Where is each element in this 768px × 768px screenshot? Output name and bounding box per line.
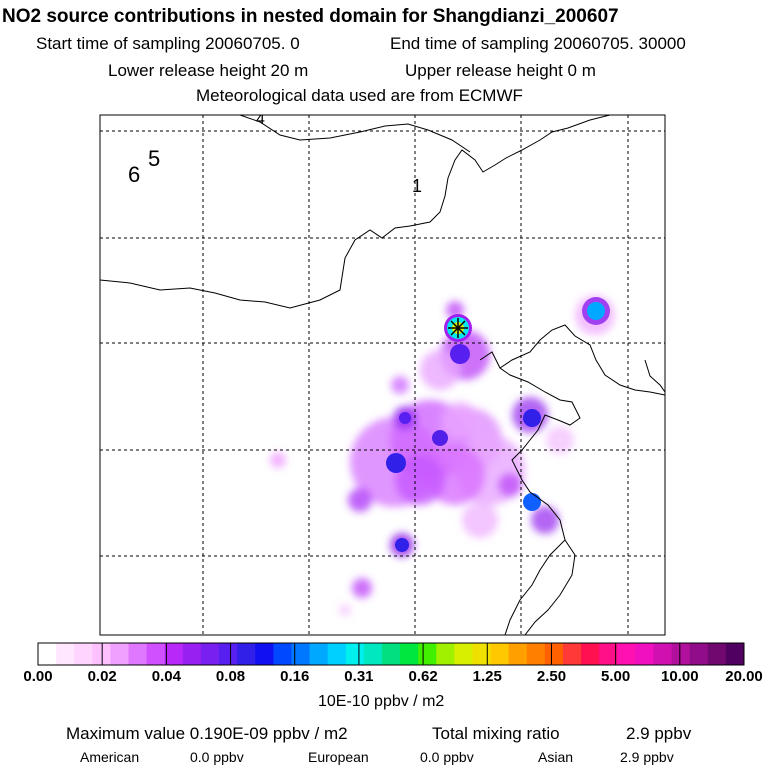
colorbar-tick-label: 1.25 [472, 668, 502, 685]
colorbar-cell [128, 643, 148, 665]
colorbar-cell [92, 643, 111, 665]
colorbar-cell [653, 643, 673, 665]
colorbar-cell [363, 643, 383, 665]
colorbar-cell [725, 643, 745, 665]
colorbar-tick-label: 0.00 [23, 668, 53, 685]
start-time-label: Start time of sampling 20060705. 0 [36, 34, 300, 53]
colorbar-cell [418, 643, 437, 665]
plume-blob [352, 578, 372, 598]
plume-core [587, 302, 605, 320]
asian-value: 2.9 ppbv [620, 749, 674, 765]
colorbar-cell [617, 643, 636, 665]
lower-release-label: Lower release height 20 m [108, 61, 309, 80]
lat-lon-grid [100, 115, 665, 635]
plume-blob [348, 488, 372, 512]
map-frame [99, 114, 666, 636]
coastline [100, 115, 665, 635]
colorbar-cell [309, 643, 329, 665]
plume-blob [531, 506, 559, 534]
region-label-4: 4 [256, 111, 265, 128]
colorbar-tick-label: 10.00 [661, 668, 699, 685]
plot-title: NO2 source contributions in nested domai… [2, 6, 619, 27]
colorbar-cell [635, 643, 654, 665]
colorbar-cell [56, 643, 75, 665]
plume-core [523, 409, 541, 427]
total-mixing-value: 2.9 ppbv [626, 724, 692, 743]
colorbar-cell [472, 643, 492, 665]
end-time-label: End time of sampling 20060705. 30000 [390, 34, 686, 53]
colorbar-cell [255, 643, 274, 665]
colorbar-cell [291, 643, 311, 665]
colorbar-cell [237, 643, 256, 665]
plume-blob [462, 502, 498, 538]
colorbar-cell [327, 643, 347, 665]
colorbar-cell [689, 643, 709, 665]
european-label: European [308, 749, 369, 765]
plume-core [432, 430, 448, 446]
plume-core [450, 344, 470, 364]
plume-blob [498, 473, 522, 497]
colorbar-cell [581, 643, 600, 665]
american-label: American [80, 749, 140, 765]
total-mixing-label: Total mixing ratio [432, 724, 560, 743]
colorbar-tick-label: 5.00 [601, 668, 631, 685]
colorbar-cell [526, 643, 546, 665]
american-value: 0.0 ppbv [190, 749, 244, 765]
colorbar-cell [454, 643, 473, 665]
colorbar-tick-label: 0.02 [87, 668, 117, 685]
colorbar-tick-label: 0.62 [408, 668, 438, 685]
plume-core [523, 493, 541, 511]
region-label-1: 1 [412, 176, 422, 196]
colorbar-cell [345, 643, 365, 665]
colorbar-cell [400, 643, 419, 665]
colorbar [37, 642, 745, 666]
colorbar-cell [146, 643, 166, 665]
colorbar-cell [508, 643, 528, 665]
receptor-star-icon [448, 318, 468, 338]
colorbar-cell [164, 643, 184, 665]
colorbar-tick-label: 2.50 [536, 668, 567, 685]
colorbar-cell [74, 643, 93, 665]
colorbar-cell [381, 643, 401, 665]
colorbar-cell [490, 643, 510, 665]
plume-core [399, 412, 411, 424]
colorbar-frame [37, 642, 745, 666]
plume-blob [546, 426, 574, 454]
asian-label: Asian [538, 749, 574, 765]
plume-blob [391, 376, 409, 394]
plume-blob [442, 402, 478, 438]
colorbar-tick-label: 0.16 [280, 668, 310, 685]
plume-blob [270, 452, 286, 468]
colorbar-tick-label: 20.00 [725, 668, 763, 685]
colorbar-tick-label: 0.31 [344, 668, 374, 685]
colorbar-cell [562, 643, 582, 665]
colorbar-cell [219, 643, 238, 665]
plume-blob [339, 604, 351, 616]
colorbar-cell [544, 643, 564, 665]
colorbar-cell [200, 643, 220, 665]
plume-core [386, 453, 406, 473]
plume-blob [395, 455, 445, 505]
region-label-5: 5 [148, 146, 160, 171]
colorbar-tick-label: 0.08 [215, 668, 246, 685]
colorbar-cell [110, 643, 130, 665]
colorbar-tick-label: 0.04 [151, 668, 181, 685]
colorbar-cell [182, 643, 202, 665]
colorbar-cell [38, 643, 57, 665]
colorbar-unit-label: 10E-10 ppbv / m2 [318, 693, 445, 710]
plume-blob [420, 350, 460, 390]
european-value: 0.0 ppbv [420, 749, 474, 765]
colorbar-cell [671, 643, 691, 665]
colorbar-cell [273, 643, 292, 665]
region-label-6: 6 [128, 162, 140, 187]
colorbar-cell [707, 643, 727, 665]
colorbar-cell [599, 643, 618, 665]
plume-core [395, 538, 409, 552]
met-data-label: Meteorological data used are from ECMWF [196, 86, 523, 105]
colorbar-cell [436, 643, 455, 665]
upper-release-label: Upper release height 0 m [405, 61, 596, 80]
max-value-label: Maximum value 0.190E-09 ppbv / m2 [66, 724, 348, 743]
